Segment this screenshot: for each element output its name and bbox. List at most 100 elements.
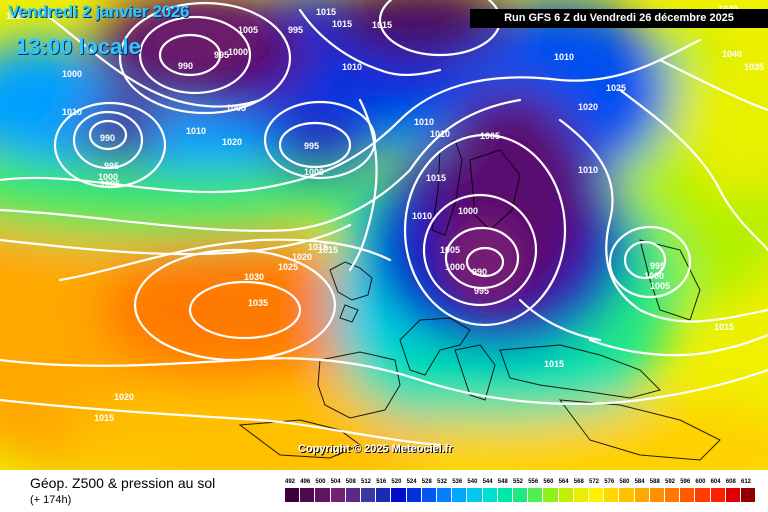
isobar-label: 1005 bbox=[226, 103, 246, 113]
legend-swatch bbox=[300, 488, 315, 502]
isobar-label: 1020 bbox=[114, 392, 134, 402]
legend-label: 600 bbox=[695, 479, 706, 485]
isobar-label: 1020 bbox=[292, 252, 312, 262]
legend-label: 588 bbox=[649, 479, 660, 485]
isobar-label: 1000 bbox=[304, 167, 324, 177]
legend-label: 524 bbox=[406, 479, 417, 485]
legend-label: 496 bbox=[300, 479, 311, 485]
legend-swatch bbox=[285, 488, 300, 502]
legend-label: 580 bbox=[619, 479, 630, 485]
isobar-labels: 1025100599510151015100010409909951000101… bbox=[6, 4, 764, 423]
isobar-label: 1010 bbox=[342, 62, 362, 72]
isobar-label: 1020 bbox=[222, 137, 242, 147]
isobar-label: 995 bbox=[214, 50, 229, 60]
legend-label: 560 bbox=[543, 479, 554, 485]
legend-swatch bbox=[528, 488, 543, 502]
copyright-notice: Copyright © 2025 Meteociel.fr bbox=[298, 443, 453, 455]
legend-label: 512 bbox=[361, 479, 372, 485]
legend-label: 520 bbox=[391, 479, 402, 485]
isobar-label: 1010 bbox=[62, 107, 82, 117]
isobar-label: 1005 bbox=[480, 131, 500, 141]
legend-label: 516 bbox=[376, 479, 387, 485]
legend-swatch bbox=[376, 488, 391, 502]
isobar-label: 990 bbox=[100, 133, 115, 143]
legend-label: 556 bbox=[528, 479, 539, 485]
isobar-label: 1000 bbox=[458, 206, 478, 216]
isobar-label: 1010 bbox=[186, 126, 206, 136]
forecast-date: Vendredi 2 janvier 2026 bbox=[8, 2, 190, 21]
isobar-label: 1015 bbox=[316, 7, 336, 17]
legend-swatch bbox=[649, 488, 664, 502]
isobar-label: 1010 bbox=[414, 117, 434, 127]
forecast-lead-time: (+ 174h) bbox=[30, 494, 72, 506]
map-title: Géop. Z500 & pression au sol bbox=[30, 475, 216, 491]
isobar-label: 1015 bbox=[332, 19, 352, 29]
isobar-label: 995 bbox=[304, 141, 319, 151]
legend-swatch bbox=[589, 488, 604, 502]
legend-swatch bbox=[467, 488, 482, 502]
legend-swatch bbox=[665, 488, 680, 502]
legend-label: 564 bbox=[558, 479, 569, 485]
legend-swatch bbox=[573, 488, 588, 502]
isobar-label: 1030 bbox=[244, 272, 264, 282]
legend-swatch bbox=[452, 488, 467, 502]
legend-label: 596 bbox=[680, 479, 691, 485]
legend-label: 612 bbox=[741, 479, 752, 485]
forecast-time: 13:00 locale bbox=[16, 34, 141, 59]
isobar-label: 995 bbox=[104, 161, 119, 171]
legend-label: 508 bbox=[345, 479, 356, 485]
model-run-banner: Run GFS 6 Z du Vendredi 26 décembre 2025 bbox=[470, 9, 768, 28]
isobar-label: 1015 bbox=[308, 242, 328, 252]
legend-swatch bbox=[482, 488, 497, 502]
isobar-label: 1040 bbox=[722, 49, 742, 59]
isobar-label: 1015 bbox=[426, 173, 446, 183]
legend-label: 576 bbox=[604, 479, 615, 485]
isobar-label: 1005 bbox=[440, 245, 460, 255]
isobar-label: 1000 bbox=[445, 262, 465, 272]
isobar-label: 1015 bbox=[318, 245, 338, 255]
legend-swatch bbox=[361, 488, 376, 502]
legend-swatch bbox=[741, 488, 756, 502]
isobar-label: 1020 bbox=[578, 102, 598, 112]
isobar-label: 995 bbox=[288, 25, 303, 35]
legend-swatch bbox=[604, 488, 619, 502]
legend-swatch bbox=[695, 488, 710, 502]
isobar-label: 1000 bbox=[644, 271, 664, 281]
legend-label: 504 bbox=[330, 479, 341, 485]
isobar-label: 995 bbox=[474, 286, 489, 296]
legend-label: 500 bbox=[315, 479, 326, 485]
isobar-label: 1015 bbox=[94, 413, 114, 423]
legend-label: 532 bbox=[437, 479, 448, 485]
isobar-label: 1025 bbox=[606, 83, 626, 93]
isobar-label: 1010 bbox=[412, 211, 432, 221]
isobar-label: 1015 bbox=[714, 322, 734, 332]
legend-swatch bbox=[391, 488, 406, 502]
legend-label: 608 bbox=[725, 479, 736, 485]
isobar-label: 1035 bbox=[744, 62, 764, 72]
legend-label: 528 bbox=[421, 479, 432, 485]
legend-swatch bbox=[497, 488, 512, 502]
weather-map: 1025100599510151015100010409909951000101… bbox=[0, 0, 768, 470]
isobar-label: 1015 bbox=[372, 20, 392, 30]
isobar-label: 1000 bbox=[62, 69, 82, 79]
legend-swatch bbox=[406, 488, 421, 502]
legend-label: 584 bbox=[634, 479, 645, 485]
legend-swatch bbox=[315, 488, 330, 502]
legend-label: 536 bbox=[452, 479, 463, 485]
legend-swatch bbox=[330, 488, 345, 502]
legend-swatch bbox=[421, 488, 436, 502]
legend-swatch bbox=[725, 488, 740, 502]
legend-swatch bbox=[345, 488, 360, 502]
isobar-label: 1005 bbox=[238, 25, 258, 35]
isobar-label: 1000 bbox=[228, 47, 248, 57]
legend-swatch bbox=[543, 488, 558, 502]
legend-label: 544 bbox=[482, 479, 493, 485]
legend-swatch bbox=[513, 488, 528, 502]
isobar-label: 1000 bbox=[98, 172, 118, 182]
legend-swatch bbox=[634, 488, 649, 502]
isobar-label: 1035 bbox=[248, 298, 268, 308]
legend-swatch bbox=[437, 488, 452, 502]
isobar-label: 1005 bbox=[100, 179, 120, 189]
legend-swatch bbox=[619, 488, 634, 502]
isobar-label: 990 bbox=[178, 61, 193, 71]
